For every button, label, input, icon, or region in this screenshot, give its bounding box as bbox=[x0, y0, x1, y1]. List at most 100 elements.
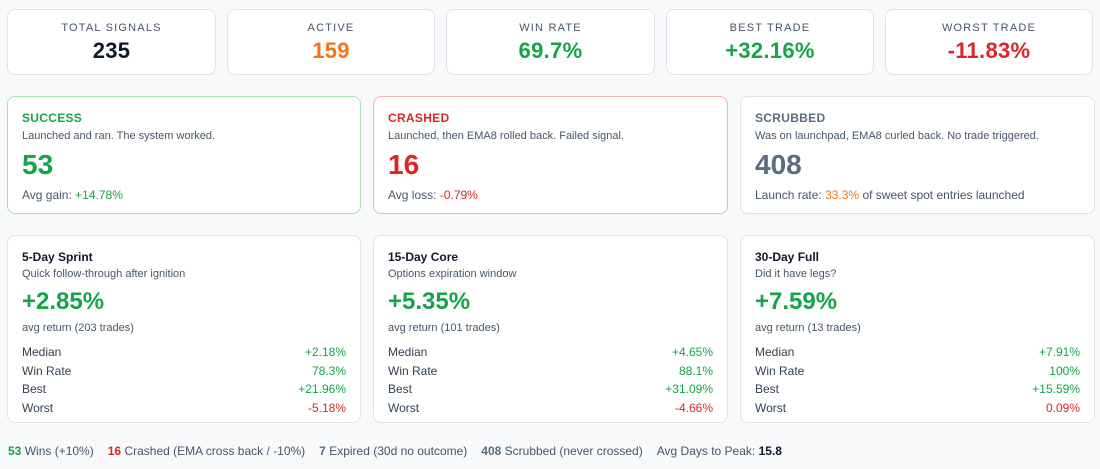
period-subtitle: Quick follow-through after ignition bbox=[22, 268, 186, 280]
outcome-description: Launched and ran. The system worked. bbox=[22, 130, 216, 142]
row-value: 78.3% bbox=[311, 363, 346, 378]
outcome-crashed-card: CRASHED Launched, then EMA8 rolled back.… bbox=[373, 96, 728, 214]
stat-value: +32.16% bbox=[725, 38, 815, 63]
stat-label: TOTAL SIGNALS bbox=[61, 22, 162, 34]
period-card-15-day: 15-Day Core Options expiration window +5… bbox=[373, 235, 728, 423]
outcome-footer-value: -0.79% bbox=[439, 188, 478, 202]
outcome-scrubbed-card: SCRUBBED Was on launchpad, EMA8 curled b… bbox=[740, 96, 1095, 214]
period-row-win-rate: Win Rate 88.1% bbox=[388, 362, 713, 381]
period-row-best: Best +31.09% bbox=[388, 380, 713, 399]
period-card-30-day: 30-Day Full Did it have legs? +7.59% avg… bbox=[740, 235, 1095, 423]
legend-scrubbed-text: Scrubbed (never crossed) bbox=[504, 444, 643, 458]
period-avg-return: +5.35% bbox=[388, 288, 471, 315]
outcome-success-card: SUCCESS Launched and ran. The system wor… bbox=[7, 96, 361, 214]
outcome-description: Was on launchpad, EMA8 curled back. No t… bbox=[755, 130, 1039, 142]
stat-value: 235 bbox=[92, 38, 131, 63]
stat-value: 69.7% bbox=[518, 38, 583, 63]
row-value: -5.18% bbox=[307, 400, 346, 415]
legend-expired-count: 7 bbox=[319, 444, 326, 458]
legend-wins-count: 53 bbox=[8, 444, 22, 458]
period-stats: Median +2.18% Win Rate 78.3% Best +21.96% W… bbox=[22, 343, 346, 417]
stat-total-signals: TOTAL SIGNALS 235 bbox=[7, 9, 216, 75]
row-label: Median bbox=[755, 345, 795, 359]
row-value: 88.1% bbox=[678, 363, 713, 378]
row-value: +31.09% bbox=[665, 382, 713, 396]
row-value: +7.91% bbox=[1038, 345, 1080, 359]
row-label: Best bbox=[388, 382, 413, 396]
legend-crashed-count: 16 bbox=[107, 444, 122, 458]
outcome-footer-value: 33.3% bbox=[825, 188, 860, 202]
outcome-footer-value: +14.78% bbox=[75, 188, 123, 202]
period-row-median: Median +2.18% bbox=[22, 343, 346, 362]
row-label: Median bbox=[388, 345, 428, 359]
row-value: +15.59% bbox=[1032, 382, 1080, 396]
period-row-best: Best +15.59% bbox=[755, 380, 1080, 399]
outcome-title: SCRUBBED bbox=[755, 111, 826, 125]
stat-label: BEST TRADE bbox=[729, 22, 811, 34]
row-label: Worst bbox=[388, 400, 420, 415]
legend-expired: 7 Expired (30d no outcome) bbox=[319, 444, 467, 458]
period-row-best: Best +21.96% bbox=[22, 380, 346, 399]
row-value: +2.18% bbox=[304, 345, 346, 359]
stat-active: ACTIVE 159 bbox=[227, 9, 435, 75]
stat-value: 159 bbox=[312, 38, 350, 63]
stat-win-rate: WIN RATE 69.7% bbox=[446, 9, 655, 75]
row-label: Win Rate bbox=[22, 363, 72, 378]
row-value: 0.09% bbox=[1045, 400, 1080, 415]
period-row-win-rate: Win Rate 78.3% bbox=[22, 362, 346, 381]
row-label: Win Rate bbox=[755, 363, 805, 378]
row-value: -4.66% bbox=[674, 400, 713, 415]
row-value: 100% bbox=[1049, 363, 1080, 378]
outcome-title: CRASHED bbox=[388, 111, 450, 125]
outcome-footer: Avg loss: -0.79% bbox=[388, 188, 713, 202]
row-value: +4.65% bbox=[671, 345, 713, 359]
row-label: Best bbox=[755, 382, 780, 396]
outcome-footer: Avg gain: +14.78% bbox=[22, 188, 346, 202]
outcome-title: SUCCESS bbox=[22, 111, 83, 125]
outcome-footer: Launch rate: 33.3% of sweet spot entries… bbox=[755, 188, 1080, 202]
legend-expired-text: Expired (30d no outcome) bbox=[329, 444, 468, 458]
period-row-median: Median +7.91% bbox=[755, 343, 1080, 362]
period-subtitle: Did it have legs? bbox=[755, 268, 837, 280]
period-note: avg return (101 trades) bbox=[388, 322, 500, 334]
row-value: +21.96% bbox=[298, 382, 346, 396]
row-label: Best bbox=[22, 382, 47, 396]
legend-scrubbed-count: 408 bbox=[481, 444, 502, 458]
legend-wins: 53 Wins (+10%) bbox=[8, 444, 94, 458]
period-row-win-rate: Win Rate 100% bbox=[755, 362, 1080, 381]
legend-crashed: 16 Crashed (EMA cross back / -10%) bbox=[108, 444, 305, 458]
row-label: Worst bbox=[755, 400, 787, 415]
stat-worst-trade: WORST TRADE -11.83% bbox=[885, 9, 1093, 75]
legend-peak-label: Avg Days to Peak: bbox=[656, 444, 756, 458]
period-card-5-day: 5-Day Sprint Quick follow-through after … bbox=[7, 235, 361, 423]
row-label: Win Rate bbox=[388, 363, 438, 378]
stat-label: ACTIVE bbox=[307, 22, 355, 34]
outcome-count: 53 bbox=[22, 149, 54, 180]
period-title: 30-Day Full bbox=[755, 250, 820, 264]
stat-best-trade: BEST TRADE +32.16% bbox=[666, 9, 874, 75]
period-note: avg return (203 trades) bbox=[22, 322, 134, 334]
period-note: avg return (13 trades) bbox=[755, 322, 861, 334]
summary-legend: 53 Wins (+10%) 16 Crashed (EMA cross bac… bbox=[8, 444, 782, 458]
stat-value: -11.83% bbox=[947, 38, 1031, 63]
outcome-description: Launched, then EMA8 rolled back. Failed … bbox=[388, 130, 625, 142]
legend-wins-text: Wins (+10%) bbox=[24, 444, 94, 458]
period-row-worst: Worst -5.18% bbox=[22, 399, 346, 418]
period-row-worst: Worst 0.09% bbox=[755, 399, 1080, 418]
period-title: 5-Day Sprint bbox=[22, 250, 93, 264]
outcome-footer-label: Avg gain: bbox=[22, 188, 72, 202]
legend-crashed-text: Crashed (EMA cross back / -10%) bbox=[124, 444, 306, 458]
period-stats: Median +4.65% Win Rate 88.1% Best +31.09% W… bbox=[388, 343, 713, 417]
stat-label: WIN RATE bbox=[519, 22, 582, 34]
stat-label: WORST TRADE bbox=[941, 22, 1037, 34]
row-label: Worst bbox=[22, 400, 54, 415]
outcome-footer-suffix: of sweet spot entries launched bbox=[862, 188, 1025, 202]
outcome-footer-label: Avg loss: bbox=[388, 188, 437, 202]
outcome-footer-label: Launch rate: bbox=[755, 188, 822, 202]
period-stats: Median +7.91% Win Rate 100% Best +15.59% Wo… bbox=[755, 343, 1080, 417]
legend-scrubbed: 408 Scrubbed (never crossed) bbox=[481, 444, 642, 458]
period-row-worst: Worst -4.66% bbox=[388, 399, 713, 418]
period-row-median: Median +4.65% bbox=[388, 343, 713, 362]
row-label: Median bbox=[22, 345, 62, 359]
outcome-count: 408 bbox=[755, 149, 802, 180]
